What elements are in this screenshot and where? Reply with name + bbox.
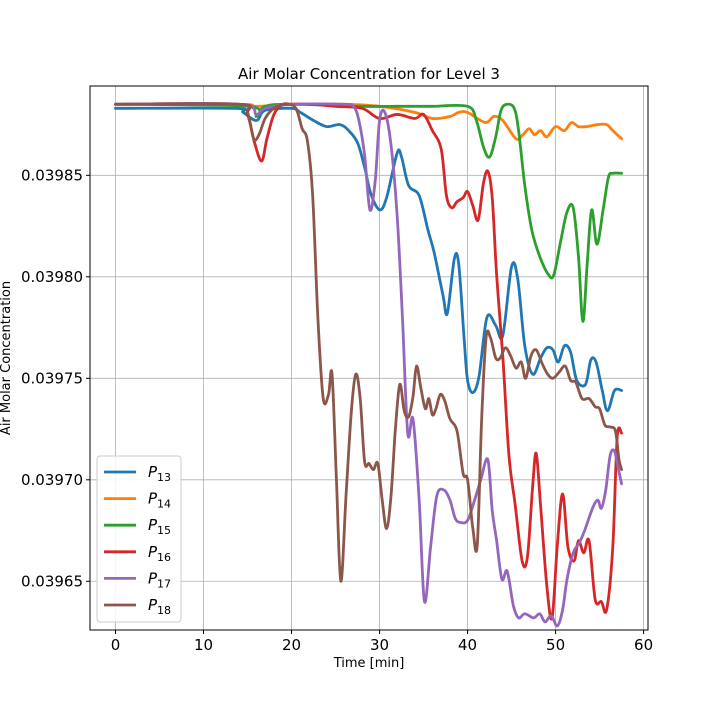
y-tick-label: 0.03975 (21, 369, 83, 387)
x-tick-label: 10 (194, 636, 213, 654)
series-line-p18 (114, 102, 623, 583)
x-tick-label: 0 (111, 636, 121, 654)
y-tick-label: 0.03970 (21, 471, 83, 489)
x-tick-label: 20 (282, 636, 301, 654)
y-tick-label: 0.03985 (21, 166, 83, 184)
axis-ticks: 0 10 20 30 40 50 60 0.03965 0.03970 0.03975 0.0398… (21, 166, 653, 654)
y-tick-label: 0.03965 (21, 572, 83, 590)
x-tick-label: 40 (458, 636, 477, 654)
x-tick-label: 50 (546, 636, 565, 654)
y-tick-label: 0.03980 (21, 268, 83, 286)
plot-frame (89, 85, 649, 631)
chart-title: Air Molar Concentration for Level 3 (238, 65, 500, 83)
series-line-p17 (114, 102, 623, 628)
x-tick-label: 60 (634, 636, 653, 654)
y-axis-label: Air Molar Concentration (0, 281, 14, 435)
series-line-p14 (114, 102, 623, 141)
series-lines (114, 102, 623, 628)
x-axis-label: Time [min] (333, 656, 405, 671)
legend-label-p14: P14 (148, 490, 171, 511)
series-line-p13 (114, 106, 623, 413)
x-tick-label: 30 (370, 636, 389, 654)
series-line-p15 (114, 102, 623, 323)
